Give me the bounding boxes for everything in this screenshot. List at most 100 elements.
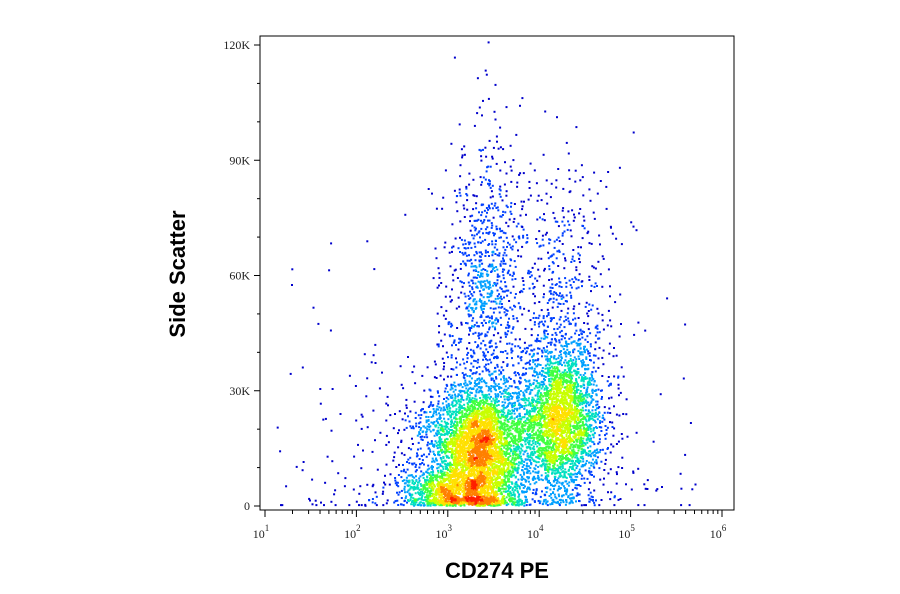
event-dot [467,393,469,396]
event-dot [575,494,578,497]
event-dot [535,340,538,343]
event-dot [476,441,479,444]
event-dot [470,484,473,487]
event-dot [523,437,526,440]
event-dot [591,388,594,391]
event-dot [487,368,490,371]
event-dot [568,177,571,180]
event-dot [528,433,531,436]
event-dot [549,428,551,431]
event-dot [465,398,468,401]
event-dot [481,393,484,396]
event-dot [476,483,479,485]
event-dot [582,460,585,463]
event-dot [515,133,518,136]
event-dot [541,351,544,354]
event-dot [508,393,511,396]
event-dot [548,452,551,455]
event-dot [600,397,603,400]
event-dot [460,323,463,326]
event-dot [586,396,589,399]
event-dot [477,501,480,504]
event-dot [493,370,496,373]
event-dot [567,380,570,383]
event-dot [577,437,580,440]
event-dot [543,387,546,390]
event-dot [544,320,547,323]
event-dot [426,488,429,491]
event-dot [594,341,597,344]
event-dot [473,234,476,237]
event-dot [510,169,513,172]
event-dot [549,286,552,289]
event-dot [481,427,484,430]
event-dot [500,392,503,395]
event-dot [410,474,413,477]
event-dot [483,417,486,420]
event-dot [562,401,564,404]
event-dot [546,363,549,366]
event-dot [466,457,469,460]
event-dot [547,466,550,469]
event-dot [488,413,490,416]
event-dot [512,461,515,464]
event-dot [446,446,449,449]
event-dot [528,392,531,395]
event-dot [437,345,440,348]
event-dot [326,455,329,458]
event-dot [570,375,573,378]
event-dot [556,384,559,387]
event-dot [575,408,578,410]
event-dot [597,337,600,340]
event-dot [606,426,609,429]
event-dot [557,430,560,433]
event-dot [502,408,505,411]
event-dot [525,404,527,407]
event-dot [528,435,531,438]
event-dot [440,440,442,443]
event-dot [559,442,562,445]
event-dot [570,371,573,374]
event-dot [586,322,589,325]
event-dot [430,478,433,480]
event-dot [483,379,485,382]
event-dot [461,411,464,414]
event-dot [466,208,469,211]
event-dot [493,381,496,384]
event-dot [547,447,550,450]
event-dot [462,476,465,479]
event-dot [603,418,606,421]
event-dot [437,471,440,474]
event-dot [454,393,456,396]
event-dot [539,392,542,395]
event-dot [527,480,530,483]
event-dot [496,427,498,430]
event-dot [452,499,455,502]
event-dot [339,413,342,415]
event-dot [569,229,572,232]
event-dot [493,457,496,460]
event-dot [598,415,601,418]
event-dot [587,315,590,318]
event-dot [590,308,593,311]
event-dot [414,466,417,468]
event-dot [492,411,495,414]
event-dot [557,433,560,435]
event-dot [593,427,596,430]
event-dot [538,412,541,415]
event-dot [533,302,536,305]
event-dot [533,169,536,172]
event-dot [590,461,593,464]
event-dot [432,502,435,505]
event-dot [480,251,482,254]
event-dot [476,435,479,438]
event-dot [528,470,531,472]
event-dot [480,183,483,186]
event-dot [564,419,567,422]
event-dot [537,400,540,403]
event-dot [480,390,482,392]
event-dot [480,422,482,425]
event-dot [505,326,508,329]
event-dot [553,426,556,428]
event-dot [556,250,559,253]
